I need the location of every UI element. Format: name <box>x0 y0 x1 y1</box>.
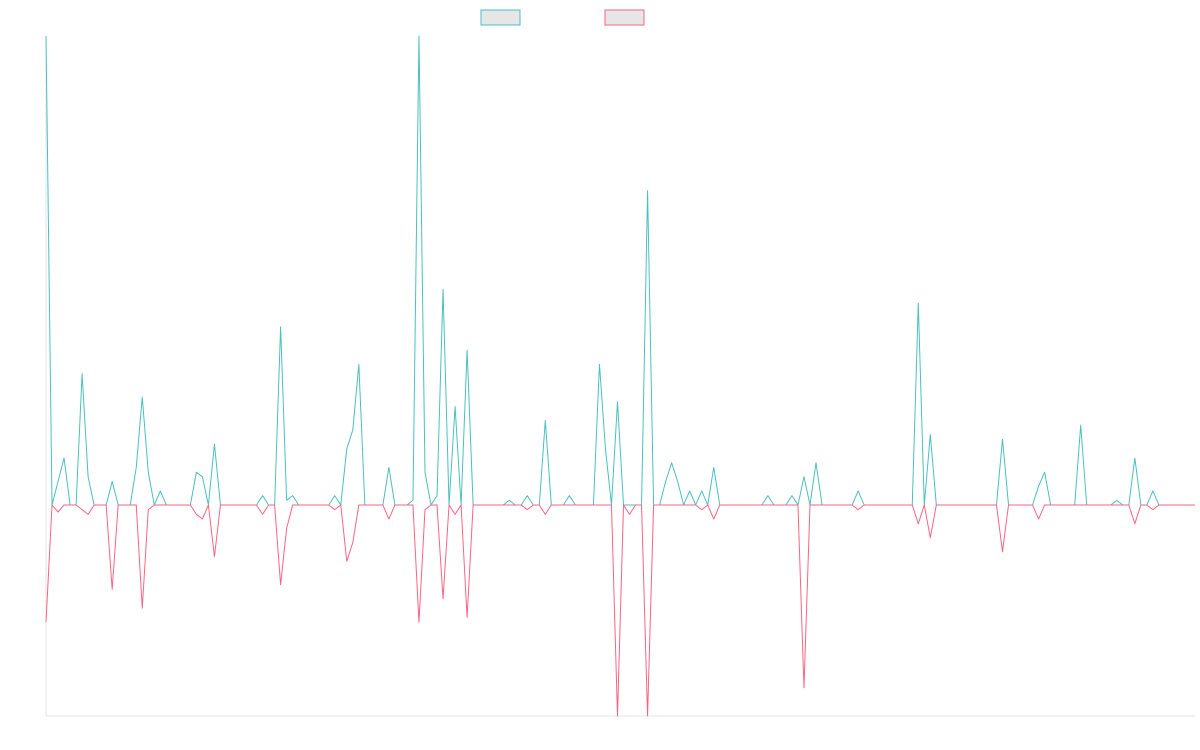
legend-swatch[interactable] <box>480 9 521 26</box>
legend-swatch[interactable] <box>604 9 645 26</box>
series-line <box>45 35 1195 506</box>
series-line <box>45 504 1195 717</box>
